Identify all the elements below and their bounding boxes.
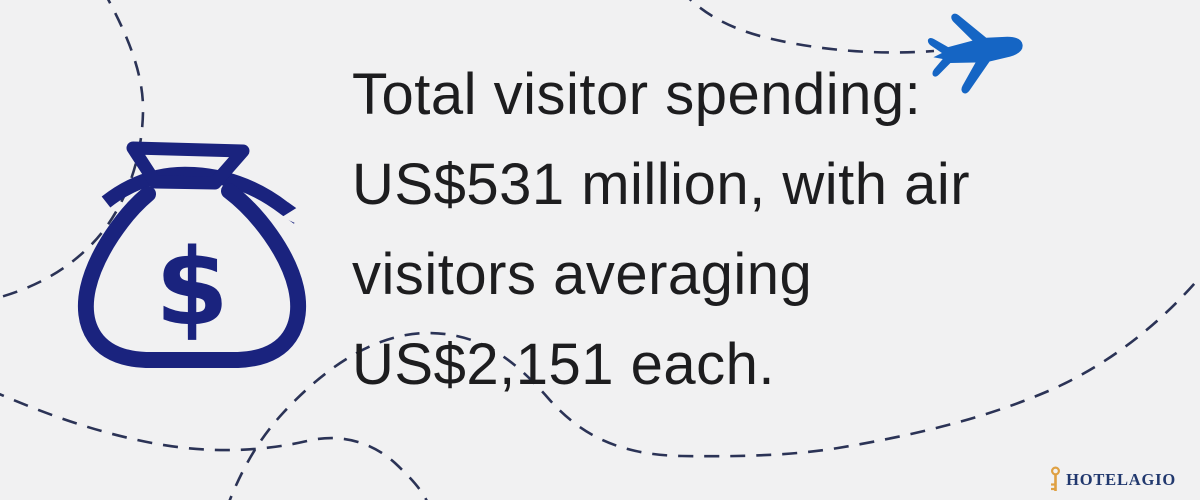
headline-line-3: visitors averaging [352, 242, 813, 307]
money-bag-ribbon-notch [282, 202, 308, 230]
key-icon [1051, 466, 1061, 491]
dashed-path-bottom-left [0, 392, 428, 500]
headline-line-1: Total visitor spending: [352, 62, 922, 127]
money-bag-icon: $ [77, 141, 308, 368]
dashed-path-to-plane [688, 0, 935, 54]
dollar-sign: $ [155, 226, 229, 349]
headline: Total visitor spending: US$531 million, … [352, 50, 1162, 410]
brand-logo: HOTELAGIO [1049, 466, 1176, 493]
dashed-path-bottom-swoosh [228, 275, 1200, 500]
money-bag-body [77, 183, 307, 368]
headline-line-2: US$531 million, with air [352, 152, 971, 217]
headline-line-4: US$2,151 each. [352, 332, 775, 397]
airplane-icon [927, 13, 1023, 94]
brand-name: HOTELAGIO [1066, 469, 1176, 489]
money-bag-neck [126, 141, 250, 190]
money-bag-ribbon [101, 166, 303, 224]
